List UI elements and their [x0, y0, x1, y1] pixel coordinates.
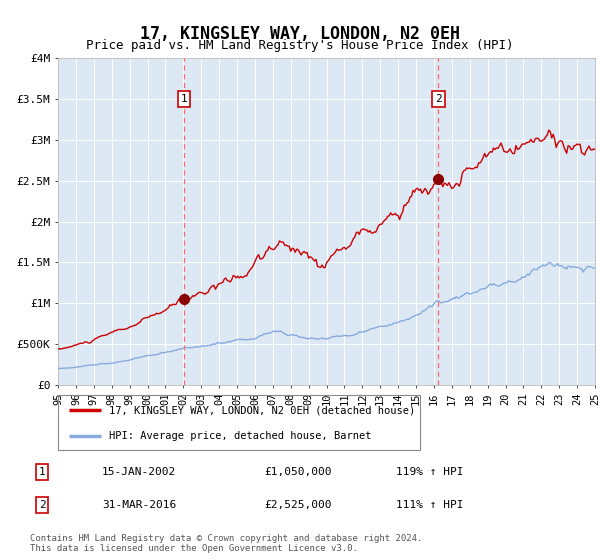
- Text: Price paid vs. HM Land Registry's House Price Index (HPI): Price paid vs. HM Land Registry's House …: [86, 39, 514, 52]
- Text: 31-MAR-2016: 31-MAR-2016: [102, 500, 176, 510]
- Text: 2: 2: [38, 500, 46, 510]
- Text: 1: 1: [38, 467, 46, 477]
- Text: 2: 2: [435, 94, 442, 104]
- Text: 119% ↑ HPI: 119% ↑ HPI: [396, 467, 464, 477]
- Text: HPI: Average price, detached house, Barnet: HPI: Average price, detached house, Barn…: [109, 431, 371, 441]
- Text: 17, KINGSLEY WAY, LONDON, N2 0EH: 17, KINGSLEY WAY, LONDON, N2 0EH: [140, 25, 460, 43]
- Text: £1,050,000: £1,050,000: [264, 467, 331, 477]
- Text: £2,525,000: £2,525,000: [264, 500, 331, 510]
- Text: 17, KINGSLEY WAY, LONDON, N2 0EH (detached house): 17, KINGSLEY WAY, LONDON, N2 0EH (detach…: [109, 405, 415, 416]
- Text: 1: 1: [181, 94, 187, 104]
- Text: Contains HM Land Registry data © Crown copyright and database right 2024.
This d: Contains HM Land Registry data © Crown c…: [30, 534, 422, 553]
- Text: 15-JAN-2002: 15-JAN-2002: [102, 467, 176, 477]
- Text: 111% ↑ HPI: 111% ↑ HPI: [396, 500, 464, 510]
